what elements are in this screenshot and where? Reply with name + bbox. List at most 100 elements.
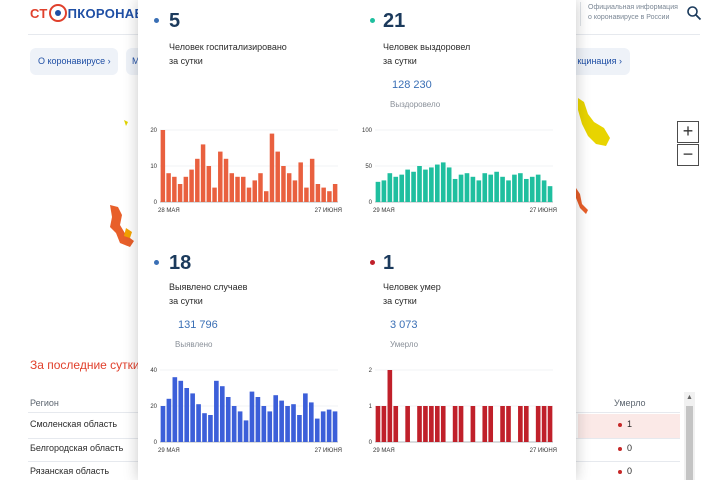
detected-bar: [231, 406, 237, 442]
died-x-start-label: 29 МАЯ: [373, 448, 395, 454]
recovered-value: 21: [383, 10, 406, 32]
died-bar: [375, 406, 381, 442]
detected-y-tick-label: 40: [150, 368, 157, 374]
table-scrollbar-thumb[interactable]: [686, 406, 693, 480]
detected-bar: [243, 420, 249, 442]
recovered-x-start-label: 29 МАЯ: [373, 208, 395, 214]
died-bar: [506, 406, 511, 442]
hospitalized-bar: [235, 176, 240, 202]
detected-bar: [332, 411, 338, 442]
hospitalized-bar: [241, 176, 246, 202]
detected-bar: [314, 418, 320, 442]
table-row-region[interactable]: Рязанская область: [30, 466, 110, 476]
detected-bar: [249, 391, 255, 442]
detected-bar: [285, 406, 290, 442]
died-bar: [500, 406, 505, 442]
died-bar: [393, 406, 399, 442]
recovered-bar: [405, 169, 410, 202]
recovered-bar: [535, 174, 541, 202]
died-bar: [518, 406, 523, 442]
nav-about-coronavirus[interactable]: О коронавирусе ›: [30, 48, 118, 75]
hospitalized-bar: [281, 166, 286, 202]
header-divider: [580, 2, 581, 26]
hospitalized-bar: [321, 187, 326, 202]
detected-bar: [172, 377, 178, 442]
detected-line-2: за сутки: [169, 296, 203, 306]
recovered-bar: [387, 173, 393, 202]
official-info-line-1: Официальная информация: [588, 4, 678, 11]
died-bar: [523, 406, 529, 442]
hospitalized-line-2: за сутки: [169, 56, 203, 66]
died-bar: [541, 406, 547, 442]
recovered-bar: [541, 180, 547, 202]
hospitalized-bar: [332, 184, 338, 202]
died-bar: [440, 406, 446, 442]
detected-x-end-label: 27 ИЮНЯ: [315, 448, 342, 454]
hospitalized-bar: [229, 173, 235, 202]
panel-recovered: 21 Человек выздоровел за сутки 128 230 В…: [357, 0, 576, 240]
recovered-bar: [458, 174, 464, 202]
recovered-chart: 100 50 029 МАЯ 27 ИЮНЯ: [362, 128, 557, 214]
recovered-bar: [393, 176, 399, 202]
search-icon[interactable]: [686, 5, 702, 21]
hospitalized-y-tick-label: 10: [150, 164, 157, 170]
died-dot-icon: [370, 260, 375, 265]
died-dot-icon: [618, 423, 622, 427]
recovered-bar: [440, 162, 446, 202]
hospitalized-bar: [298, 162, 303, 202]
hospitalized-bar: [172, 176, 177, 202]
last-day-title: За последние сутки: [30, 358, 140, 372]
table-row-region[interactable]: Белгородская область: [30, 443, 124, 453]
detected-bar: [308, 402, 314, 442]
detected-bar: [279, 400, 284, 442]
died-bar: [423, 406, 428, 442]
official-info-line-2: о коронавирусе в России: [588, 14, 670, 21]
recovered-y-tick-label: 100: [362, 128, 373, 134]
detected-bar: [267, 411, 273, 442]
recovered-line-2: за сутки: [383, 56, 417, 66]
site-logo[interactable]: СТ ПКОРОНАВИ: [30, 2, 154, 24]
stats-popup-card: 5 Человек госпитализировано за сутки 20 1…: [138, 0, 576, 480]
detected-bar: [166, 398, 172, 442]
table-row-region[interactable]: Смоленская область: [30, 419, 118, 429]
died-y-tick-label: 1: [369, 404, 373, 410]
died-bar: [535, 406, 541, 442]
hospitalized-bar: [166, 173, 171, 202]
recovered-bar: [482, 173, 488, 202]
hospitalized-bar: [195, 158, 200, 202]
detected-bar: [303, 393, 308, 442]
recovered-bar: [381, 180, 387, 202]
recovered-bar: [523, 178, 529, 202]
recovered-total-label: Выздоровело: [390, 100, 441, 109]
died-value: 1: [383, 252, 395, 274]
hospitalized-dot-icon: [154, 18, 159, 23]
map-zoom-in-button[interactable]: +: [677, 121, 699, 143]
map-zoom-out-button[interactable]: −: [677, 144, 699, 166]
column-header-died[interactable]: Умерло: [614, 398, 646, 408]
column-header-region[interactable]: Регион: [30, 398, 59, 408]
table-row-died: 1: [627, 419, 633, 429]
hospitalized-bar: [292, 180, 298, 202]
died-bar: [417, 406, 422, 442]
recovered-bar: [476, 180, 482, 202]
detected-bar: [208, 415, 213, 442]
detected-bar: [237, 411, 243, 442]
detected-bar: [326, 409, 332, 442]
died-bar: [405, 406, 410, 442]
detected-bar: [291, 404, 296, 442]
detected-dot-icon: [154, 260, 159, 265]
died-bar: [458, 406, 464, 442]
died-total-label: Умерло: [390, 340, 419, 349]
hospitalized-chart: 20 10 028 МАЯ 27 ИЮНЯ: [150, 128, 342, 214]
detected-x-start-label: 29 МАЯ: [158, 448, 180, 454]
recovered-bar: [417, 166, 422, 202]
detected-bar: [273, 395, 279, 442]
detected-total-label: Выявлено: [175, 340, 213, 349]
recovered-bar: [446, 167, 452, 202]
scroll-up-arrow-icon[interactable]: ▲: [686, 394, 693, 401]
hospitalized-bar: [263, 191, 269, 202]
detected-bar: [160, 406, 166, 442]
died-bar: [482, 406, 488, 442]
died-bar: [470, 406, 476, 442]
official-info-text[interactable]: Официальная информация о коронавирусе в …: [588, 3, 680, 23]
